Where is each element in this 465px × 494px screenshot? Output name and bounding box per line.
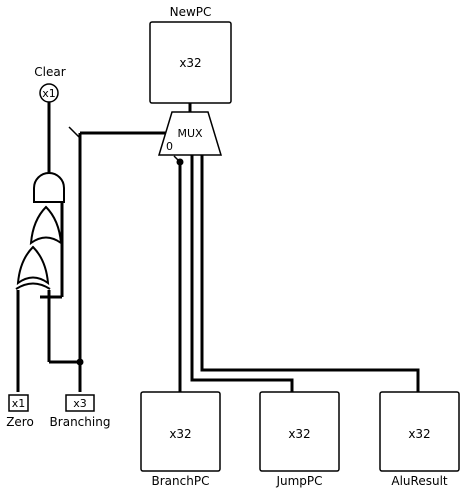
mux-label: MUX — [177, 127, 203, 140]
mux — [157, 111, 223, 156]
bus-split-mark — [68, 126, 80, 138]
jumppc-width: x32 — [288, 427, 310, 441]
branching-width: x3 — [73, 397, 87, 410]
branchpc-width: x32 — [169, 427, 191, 441]
aluresult-label: AluResult — [391, 474, 448, 488]
xor-gate — [16, 245, 50, 286]
wire-jumppc — [190, 155, 294, 392]
zero-label: Zero — [6, 415, 34, 429]
or-gate — [29, 205, 63, 246]
xor-gate-input-curve — [15, 282, 51, 290]
clear-width: x1 — [42, 87, 56, 100]
branching-label: Branching — [50, 415, 111, 429]
wire-aluresult — [200, 155, 420, 392]
and-gate — [33, 172, 65, 203]
wire-mux-in0-tick — [173, 155, 181, 163]
branching-pin — [65, 394, 95, 412]
newpc-width: x32 — [179, 56, 201, 70]
zero-pin — [8, 394, 29, 412]
aluresult-width: x32 — [408, 427, 430, 441]
clear-label: Clear — [34, 65, 65, 79]
newpc-box — [149, 21, 232, 104]
junction-branching — [76, 358, 84, 366]
clear-pin — [39, 83, 59, 103]
aluresult-box — [379, 391, 460, 472]
newpc-label: NewPC — [170, 5, 212, 19]
branchpc-label: BranchPC — [152, 474, 210, 488]
jumppc-label: JumpPC — [275, 474, 322, 488]
zero-width: x1 — [12, 397, 26, 410]
jumppc-box — [259, 391, 340, 472]
mux-select-index: 0 — [166, 140, 173, 153]
branchpc-box — [140, 391, 221, 472]
